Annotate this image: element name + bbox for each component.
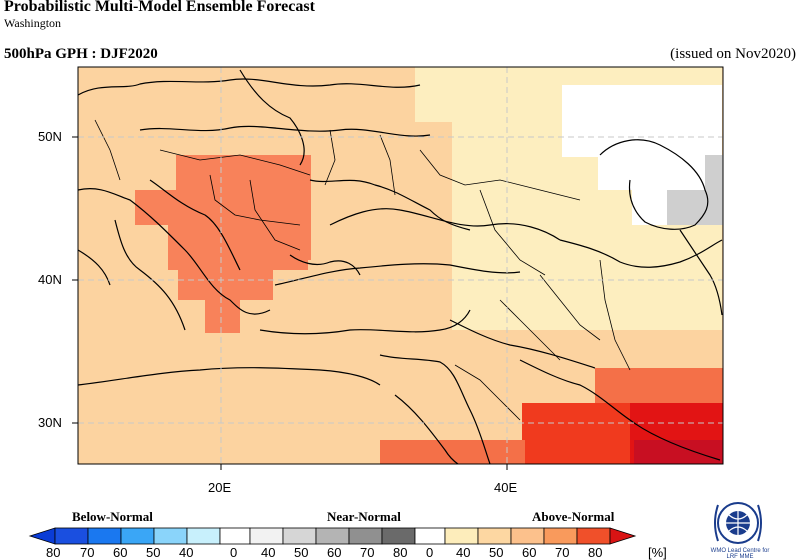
issued-date: (issued on Nov2020) xyxy=(670,46,796,62)
lat-label-40n: 40N xyxy=(38,272,62,287)
legend-below-normal-label: Below-Normal xyxy=(72,509,153,524)
legend-tick: 70 xyxy=(555,545,570,560)
coastlines xyxy=(77,69,723,465)
legend-tick: 70 xyxy=(360,545,375,560)
page-subtitle: Washington xyxy=(4,16,62,30)
legend-tick: 50 xyxy=(489,545,504,560)
page-title: Probabilistic Multi-Model Ensemble Forec… xyxy=(4,0,315,15)
legend-tick: 0 xyxy=(230,545,238,560)
lon-label-40e: 40E xyxy=(494,480,518,495)
lat-label-30n: 30N xyxy=(38,415,62,430)
wmo-logo-caption: WMO Lead Centre for LRF MME xyxy=(705,548,775,560)
legend-tick: 0 xyxy=(426,545,434,560)
lon-label-20e: 20E xyxy=(208,480,232,495)
legend-tick: 80 xyxy=(46,545,61,560)
legend-tick: 40 xyxy=(456,545,471,560)
graticule xyxy=(78,67,723,464)
probability-region-grey xyxy=(667,155,723,225)
legend-arrow-left xyxy=(28,527,56,545)
variable-season-label: 500hPa GPH : DJF2020 xyxy=(4,46,158,62)
lat-label-50n: 50N xyxy=(38,129,62,144)
legend-tick: 60 xyxy=(327,545,342,560)
wmo-logo xyxy=(714,502,762,544)
legend-tick: 40 xyxy=(261,545,276,560)
legend-tick: 60 xyxy=(113,545,128,560)
legend-tick: 50 xyxy=(146,545,161,560)
legend-near-normal-label: Near-Normal xyxy=(327,509,401,524)
legend-tick: 50 xyxy=(294,545,309,560)
legend-above-normal-label: Above-Normal xyxy=(532,509,615,524)
map-frame xyxy=(77,66,724,465)
legend-colorbar xyxy=(28,527,637,545)
legend-tick: 80 xyxy=(393,545,408,560)
probability-region-southeast xyxy=(380,368,723,464)
wmo-logo-caption-line1: WMO Lead Centre for xyxy=(710,548,770,554)
wmo-logo-caption-line2: LRF MME xyxy=(726,554,754,560)
legend-tick: 80 xyxy=(588,545,603,560)
legend-tick: 60 xyxy=(522,545,537,560)
probability-region-balkans xyxy=(135,155,311,333)
legend-tick: 40 xyxy=(179,545,194,560)
probability-region-white xyxy=(562,85,722,225)
borders xyxy=(94,119,631,421)
axis-ticks xyxy=(72,136,508,470)
legend-unit: [%] xyxy=(648,545,667,560)
legend-tick: 70 xyxy=(80,545,95,560)
legend-arrow-right xyxy=(609,527,637,545)
